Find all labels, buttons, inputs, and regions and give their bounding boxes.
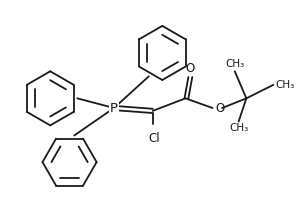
Text: CH₃: CH₃ <box>275 80 295 90</box>
Text: O: O <box>186 62 195 75</box>
Text: CH₃: CH₃ <box>225 59 244 69</box>
Text: Cl: Cl <box>149 132 160 145</box>
Text: P: P <box>110 102 118 114</box>
Text: CH₃: CH₃ <box>229 124 248 133</box>
Text: O: O <box>215 102 225 114</box>
